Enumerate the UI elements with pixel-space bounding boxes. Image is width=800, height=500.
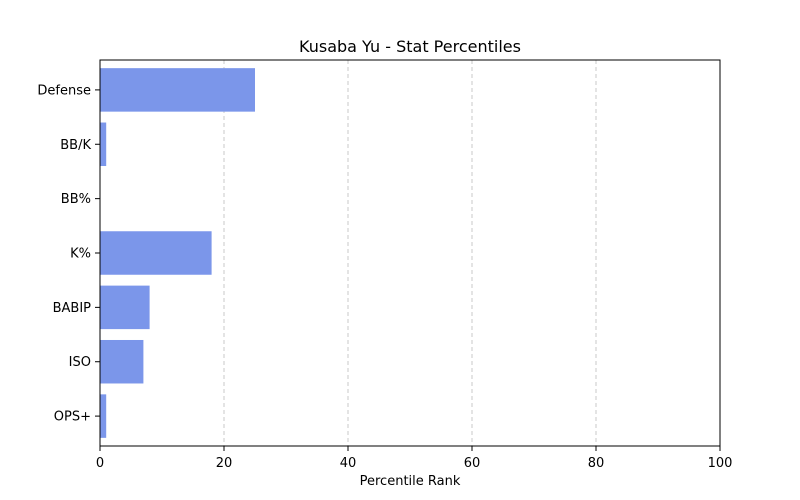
bars	[100, 68, 255, 438]
y-tick-label: BABIP	[53, 301, 92, 316]
bar-ops-	[100, 394, 107, 438]
x-axis-label: Percentile Rank	[360, 474, 461, 489]
bar-babip	[100, 285, 150, 330]
bar-bb-k	[100, 122, 107, 167]
bar-k-	[100, 231, 212, 275]
x-tick-label: 100	[708, 456, 733, 471]
x-tick-label: 0	[96, 456, 104, 471]
y-tick-label: ISO	[69, 355, 91, 370]
x-tick-label: 60	[464, 456, 481, 471]
x-tick-label: 40	[340, 456, 357, 471]
bar-defense	[100, 68, 255, 112]
y-tick-label: Defense	[37, 83, 91, 98]
x-tick-label: 20	[216, 456, 233, 471]
bar-iso	[100, 339, 144, 384]
chart-title: Kusaba Yu - Stat Percentiles	[299, 37, 521, 56]
y-tick-label: BB%	[61, 192, 91, 207]
grid-lines	[223, 60, 597, 446]
x-tick-label: 80	[588, 456, 605, 471]
x-axis: 0 20 40 60 80 100	[96, 446, 733, 471]
y-tick-label: OPS+	[54, 410, 91, 425]
y-tick-label: K%	[70, 247, 91, 262]
y-tick-label: BB/K	[60, 138, 91, 153]
y-axis: Defense BB/K BB% K% BABIP ISO OPS+	[37, 83, 100, 425]
